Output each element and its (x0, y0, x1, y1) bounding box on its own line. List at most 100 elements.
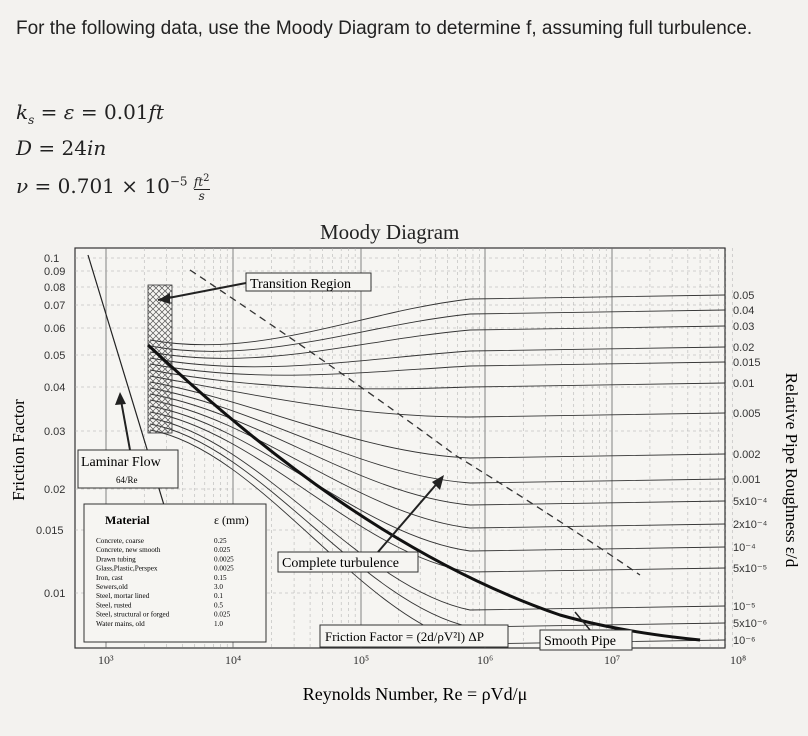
y-axis-label: Friction Factor (9, 399, 28, 501)
roughness-curve (149, 399, 726, 529)
material-eps: 3.0 (214, 583, 223, 591)
x-tick: 10⁵ (353, 653, 369, 667)
complete-turbulence-boundary (189, 269, 641, 576)
laminar-label: Laminar Flow (81, 455, 162, 470)
x-tick: 10⁸ (730, 653, 746, 667)
y-tick: 0.1 (44, 253, 59, 265)
friction-formula-box (319, 624, 509, 648)
y-tick: 0.02 (44, 484, 65, 496)
roughness-curve (149, 294, 726, 346)
material-eps: 0.025 (214, 546, 231, 554)
roughness-label: 0.03 (733, 321, 754, 333)
roughness-curve (149, 325, 726, 359)
transition-box (245, 272, 372, 292)
transition-arrowhead (158, 293, 170, 304)
complete-arrow (377, 479, 441, 553)
roughness-curve (149, 361, 726, 376)
roughness-label: 2x10⁻⁴ (733, 519, 768, 531)
y-tick: 0.05 (44, 350, 65, 362)
x-tick: 10³ (98, 653, 114, 667)
roughness-curve (149, 381, 726, 459)
transition-label: Transition Region (250, 277, 351, 292)
material-name: Concrete, coarse (96, 537, 144, 545)
roughness-label: 10⁻⁵ (733, 601, 756, 613)
complete-box (277, 551, 419, 573)
roughness-curve (149, 375, 726, 418)
roughness-curves (149, 294, 726, 645)
material-name: Glass,Plastic,Perspex (96, 565, 158, 573)
material-name: Steel, rusted (96, 601, 132, 609)
x-tick: 10⁷ (604, 653, 620, 667)
material-name: Steel, structural or forged (96, 611, 170, 619)
material-eps: 0.0025 (214, 565, 234, 573)
material-eps: 0.5 (214, 601, 223, 609)
smooth-box (539, 629, 633, 651)
material-name: Steel, mortar lined (96, 592, 150, 600)
x-tick: 10⁴ (225, 653, 241, 667)
laminar-arrowhead (115, 392, 126, 405)
diagram-title: Moody Diagram (320, 220, 460, 244)
friction-formula: Friction Factor = (2d/ρV²l) ΔP (325, 629, 484, 644)
laminar-box (77, 449, 179, 489)
roughness-labels: 0.05 0.04 0.03 0.02 0.015 0.01 0.005 0.002 0.001… (733, 290, 768, 647)
roughness-curve (149, 393, 726, 506)
roughness-curve (149, 411, 726, 573)
material-eps: 1.0 (214, 620, 223, 628)
right-axis-label: Relative Pipe Roughness ε/d (782, 373, 801, 568)
roughness-curve (149, 346, 726, 368)
roughness-label: 0.01 (733, 378, 754, 390)
y-tick: 0.08 (44, 282, 65, 294)
y-tick: 0.03 (44, 426, 65, 438)
roughness-label: 0.001 (733, 474, 761, 486)
material-name: Water mains, old (96, 620, 145, 628)
y-tick: 0.06 (44, 323, 65, 335)
roughness-curve (149, 417, 726, 611)
critical-zone (147, 284, 173, 434)
complete-label: Complete turbulence (282, 556, 399, 571)
material-eps: 0.1 (214, 592, 223, 600)
smooth-arrow (574, 611, 591, 631)
y-tick-labels: 0.10.09 0.08 0.07 0.06 0.05 0.04 0.03 0.02 0.015… (36, 253, 65, 600)
eps-header: ε (mm) (214, 513, 249, 527)
material-table (83, 503, 267, 643)
roughness-curve (149, 423, 726, 628)
smooth-label: Smooth Pipe (544, 634, 616, 649)
roughness-label: 0.005 (733, 408, 761, 420)
material-name: Iron, cast (96, 574, 123, 582)
question-text: For the following data, use the Moody Di… (16, 18, 753, 39)
roughness-label: 0.015 (733, 357, 761, 369)
material-name: Sewers,old (96, 583, 128, 591)
roughness-curve (149, 309, 726, 352)
x-axis-label: Reynolds Number, Re = ρVd/μ (303, 684, 528, 704)
transition-arrow (157, 282, 247, 301)
material-eps: 0.25 (214, 537, 227, 545)
material-eps: 0.025 (214, 611, 231, 619)
material-name: Drawn tubing (96, 555, 136, 563)
y-tick: 0.04 (44, 382, 65, 394)
diameter-given: D = 24in (16, 136, 107, 160)
y-tick: 0.01 (44, 588, 65, 600)
x-tick: 10⁶ (477, 653, 493, 667)
y-tick: 0.07 (44, 300, 65, 312)
roughness-curve (149, 369, 726, 390)
material-header: Material (105, 513, 150, 527)
material-rows: Concrete, coarse 0.25 Concrete, new smooth… (96, 537, 234, 628)
laminar-formula: 64/Re (116, 475, 138, 485)
material-eps: 0.0025 (214, 555, 234, 563)
roughness-label: 5x10⁻⁶ (733, 618, 767, 630)
x-tick-labels: 10³ 10⁴ 10⁵ 10⁶ 10⁷ 10⁸ (98, 653, 746, 667)
material-eps: 0.15 (214, 574, 227, 582)
roughness-given: ks = ε = 0.01ft (16, 100, 164, 127)
viscosity-given: ν = 0.701 × 10−5 ft2 s (16, 173, 210, 203)
complete-arrowhead (432, 475, 444, 490)
roughness-label: 5x10⁻⁴ (733, 496, 768, 508)
roughness-label: 0.04 (733, 305, 754, 317)
y-tick: 0.09 (44, 266, 65, 278)
material-name: Concrete, new smooth (96, 546, 161, 554)
roughness-label: 0.05 (733, 290, 754, 302)
roughness-label: 10⁻⁶ (733, 635, 756, 647)
roughness-label: 0.02 (733, 342, 754, 354)
roughness-label: 10⁻⁴ (733, 542, 756, 554)
roughness-label: 5x10⁻⁵ (733, 563, 767, 575)
